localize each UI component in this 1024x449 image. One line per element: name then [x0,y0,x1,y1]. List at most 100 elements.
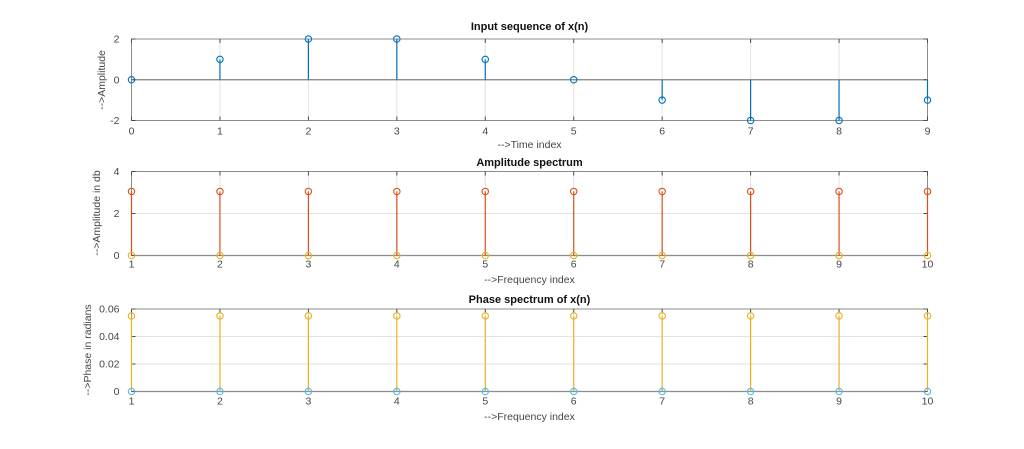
x-tick-label: 9 [836,259,842,271]
y-tick-label: 0 [114,250,120,262]
y-tick-label: 0.02 [99,359,120,371]
x-tick-label: 1 [129,259,135,271]
x-tick-label: 3 [394,126,400,138]
stem-marker [746,251,755,260]
y-tick-label: 2 [114,208,120,220]
stem-marker [746,387,755,396]
x-tick-label: 2 [217,396,223,408]
stem-marker [216,187,224,196]
y-tick-label: 0.04 [99,331,120,343]
stem-marker [481,251,490,260]
subplot2-xlabel: -->Frequency index [484,274,575,286]
stem-marker [127,76,136,84]
x-tick-label: 3 [305,396,311,408]
x-tick-label: 10 [922,396,934,408]
stem-marker [569,187,578,196]
stem-marker [393,312,401,320]
stem-marker [127,387,136,396]
stem-marker [304,312,313,320]
stem-marker [304,187,313,196]
x-tick-label: 0 [129,126,135,138]
x-tick-label: 7 [748,126,754,138]
stem-marker [746,116,755,125]
x-tick-label: 6 [571,259,577,271]
subplot3-title: Phase spectrum of x(n) [468,294,591,306]
stem-marker [481,312,490,320]
stem-marker [393,187,401,196]
stem-marker [923,312,932,320]
subplot3-xlabel: -->Frequency index [484,411,575,423]
subplot-2: 1 2 3 4 5 6 7 8 9 10 0 2 4 [114,166,934,271]
axes-border [131,308,928,392]
x-tick-label: 4 [482,126,488,138]
y-tick-label: 0 [114,386,120,398]
x-tick-label: 2 [217,259,223,271]
stem-marker [923,251,932,260]
x-tick-label: 4 [394,396,400,408]
stem-marker [835,312,843,320]
stem-marker [746,187,755,196]
series-x(n) [127,35,932,125]
stem-marker [569,251,578,260]
x-tick-label: 10 [922,259,934,271]
subplot1-title: Input sequence of x(n) [470,21,589,33]
stem-marker [481,187,490,196]
stem-marker [304,251,313,260]
x-tick-label: 3 [305,259,311,271]
stem-marker [835,116,843,125]
stem-marker [923,96,932,104]
subplot-1: 0 1 2 3 4 5 6 7 8 9 -2 0 2 [110,34,932,138]
stem-marker [393,35,401,43]
x-tick-label: 1 [129,396,135,408]
x-tick-label: 1 [217,126,223,138]
stem-marker [393,387,401,396]
x-tick-label: 5 [571,126,577,138]
subplot2-title: Amplitude spectrum [476,157,583,169]
stem-marker [216,55,224,64]
y-tick-label: 4 [114,166,120,178]
stem-marker [127,251,136,260]
stem-marker [393,251,401,260]
stem-marker [304,387,313,396]
y-tick-label: 0.06 [99,304,120,316]
stem-marker [923,187,932,196]
stem-marker [127,187,136,196]
series-phase [127,312,932,392]
stem-marker [923,387,932,396]
x-tick-label: 2 [305,126,311,138]
stem-marker [569,387,578,396]
stem-marker [746,312,755,320]
stem-marker [835,187,843,196]
subplot3-ylabel: -->Phase in radians [82,304,94,396]
stem-marker [569,312,578,320]
y-tick-label: 2 [114,34,120,46]
stem-marker [835,251,843,260]
stem-marker [481,55,490,64]
stem-marker [216,387,224,396]
stem-marker [658,96,666,104]
x-tick-label: 9 [925,126,931,138]
stem-marker [835,387,843,396]
x-tick-label: 7 [659,396,665,408]
x-tick-label: 8 [836,126,842,138]
y-tick-label: 0 [114,74,120,86]
stem-marker [216,312,224,320]
stem-marker [481,387,490,396]
stem-marker [127,312,136,320]
stem-marker [658,312,666,320]
x-tick-label: 5 [482,396,488,408]
stem-marker [216,251,224,260]
series-zero-markers [127,251,932,260]
subplot1-xlabel: -->Time index [497,139,562,151]
subplot-3: 1 2 3 4 5 6 7 8 9 10 0 0.02 0.04 0.06 [99,304,933,408]
x-tick-label: 6 [659,126,665,138]
x-tick-label: 5 [482,259,488,271]
x-tick-label: 8 [748,259,754,271]
y-tick-label: -2 [110,115,119,127]
x-tick-label: 8 [748,396,754,408]
stem-marker [658,251,666,260]
x-tick-label: 4 [394,259,400,271]
series-amplitude [127,187,932,256]
